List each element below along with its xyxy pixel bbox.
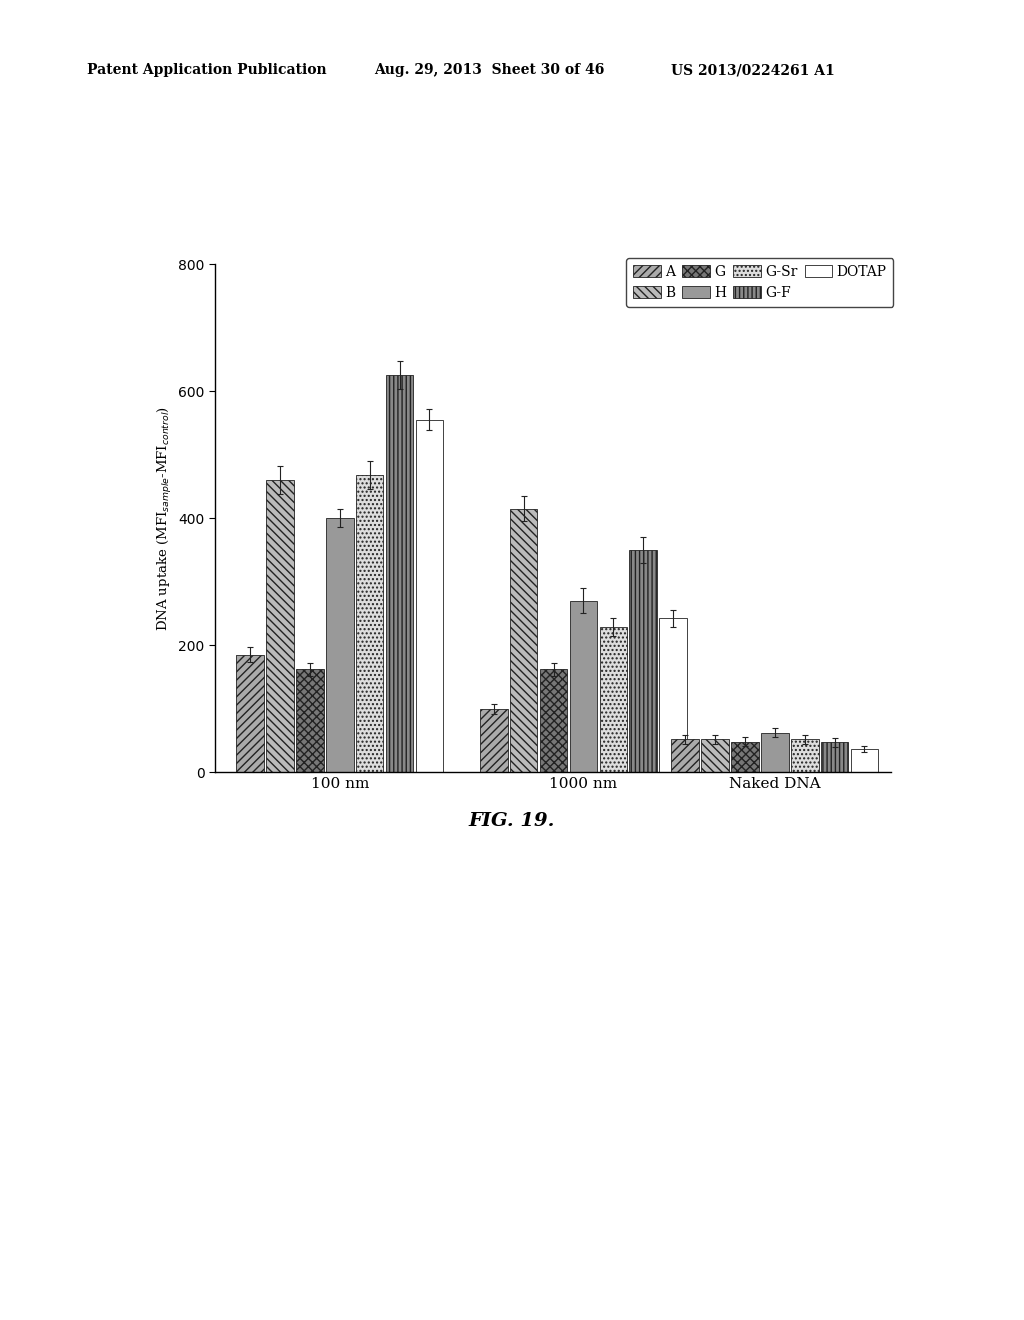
Bar	[356, 475, 383, 772]
Bar	[266, 480, 294, 772]
Bar	[701, 739, 729, 772]
Bar	[540, 669, 567, 772]
Bar	[569, 601, 597, 772]
Bar	[326, 519, 353, 772]
Text: Patent Application Publication: Patent Application Publication	[87, 63, 327, 78]
Bar	[630, 550, 657, 772]
Bar	[386, 375, 414, 772]
Bar	[416, 420, 443, 772]
Bar	[296, 669, 324, 772]
Bar	[510, 508, 538, 772]
Text: US 2013/0224261 A1: US 2013/0224261 A1	[671, 63, 835, 78]
Y-axis label: DNA uptake (MFI$_{sample}$-MFI$_{control}$): DNA uptake (MFI$_{sample}$-MFI$_{control…	[156, 405, 174, 631]
Bar	[761, 733, 788, 772]
Text: Aug. 29, 2013  Sheet 30 of 46: Aug. 29, 2013 Sheet 30 of 46	[374, 63, 604, 78]
Bar	[659, 619, 687, 772]
Bar	[599, 627, 627, 772]
Bar	[851, 748, 879, 772]
Bar	[821, 742, 849, 772]
Bar	[672, 739, 699, 772]
Bar	[480, 709, 508, 772]
Bar	[731, 742, 759, 772]
Legend: A, B, G, H, G-Sr, G-F, DOTAP: A, B, G, H, G-Sr, G-F, DOTAP	[627, 257, 894, 306]
Bar	[237, 655, 264, 772]
Text: FIG. 19.: FIG. 19.	[469, 812, 555, 830]
Bar	[791, 739, 818, 772]
